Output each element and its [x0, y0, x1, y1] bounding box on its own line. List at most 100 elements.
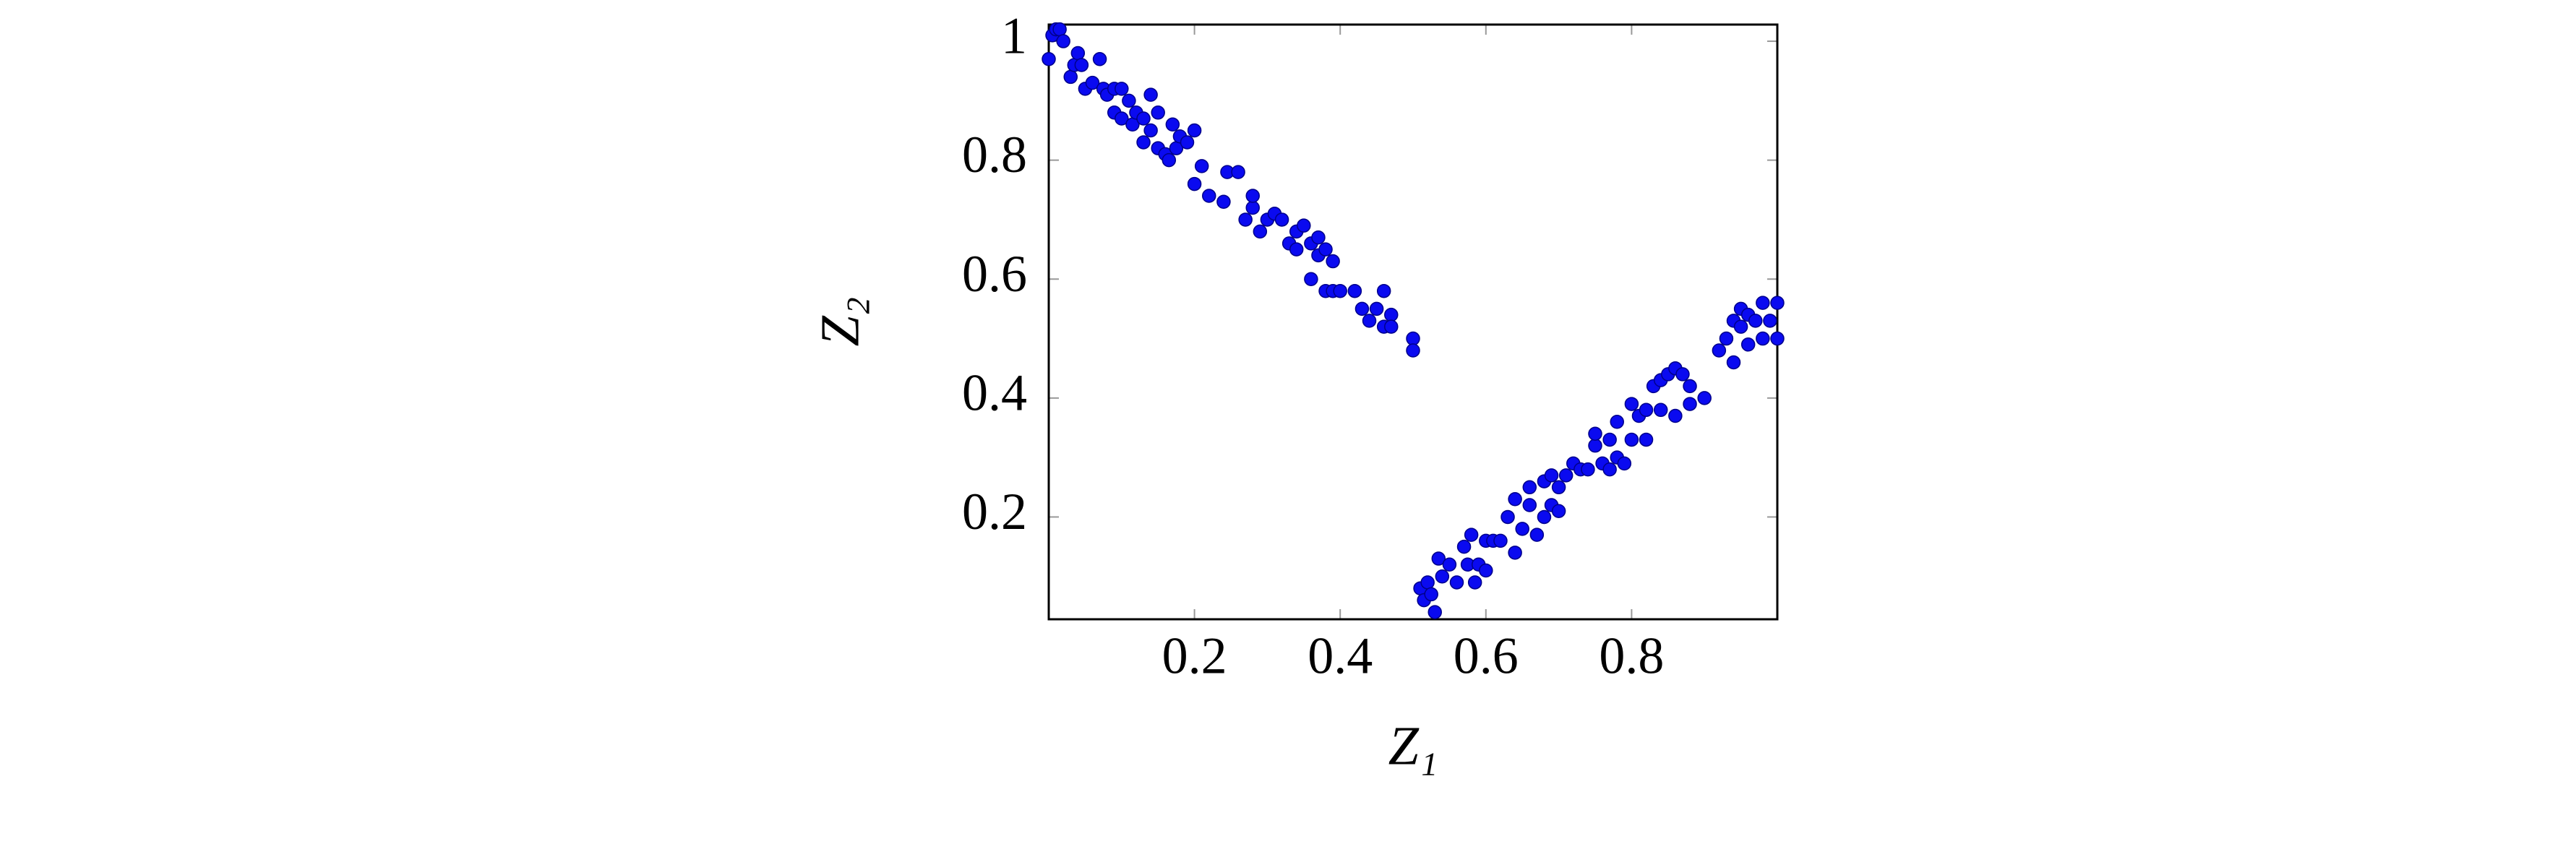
point: [1420, 575, 1435, 590]
point: [1675, 367, 1690, 382]
point: [1274, 212, 1289, 227]
point: [1617, 456, 1632, 471]
point: [1122, 93, 1136, 108]
y-tick-label: 0.6: [962, 245, 1027, 303]
point: [1639, 432, 1654, 447]
point: [1115, 111, 1129, 126]
point: [1347, 283, 1362, 298]
x-tick-label: 0.8: [1599, 627, 1664, 685]
point: [1162, 152, 1177, 168]
point: [1074, 58, 1089, 72]
point: [1092, 51, 1107, 66]
point: [1624, 397, 1639, 411]
plot-frame: [1047, 23, 1779, 621]
point: [1442, 557, 1457, 572]
point: [1770, 331, 1785, 346]
point: [1333, 283, 1347, 298]
point: [1464, 528, 1479, 542]
point: [1515, 522, 1529, 536]
point: [1712, 343, 1727, 358]
point: [1624, 432, 1639, 447]
point: [1683, 379, 1697, 394]
point: [1406, 331, 1420, 346]
y-tick-label: 0.2: [962, 483, 1027, 541]
point: [1602, 462, 1617, 477]
point: [1384, 307, 1399, 322]
point: [1508, 546, 1522, 560]
point: [1304, 272, 1318, 286]
point: [1245, 200, 1260, 215]
y-tick-label: 0.8: [962, 126, 1027, 184]
point: [1558, 468, 1573, 483]
x-axis-label: Z₁: [1388, 715, 1438, 776]
point: [1042, 51, 1056, 66]
point: [1551, 480, 1566, 495]
point: [1726, 355, 1741, 370]
y-tick-label: 0.4: [962, 363, 1027, 421]
point: [1733, 319, 1748, 334]
point: [1719, 331, 1734, 346]
point: [1493, 533, 1508, 548]
point: [1581, 462, 1595, 477]
x-tick-label: 0.2: [1162, 627, 1227, 685]
point: [1136, 135, 1151, 150]
point: [1653, 402, 1668, 418]
point: [1318, 242, 1333, 257]
point: [1143, 87, 1158, 102]
point: [1165, 117, 1180, 132]
point: [1063, 69, 1078, 85]
point: [1289, 242, 1304, 257]
point: [1384, 319, 1399, 334]
point: [1697, 391, 1712, 405]
point: [1194, 159, 1209, 173]
point: [1456, 539, 1472, 554]
point: [1602, 432, 1617, 447]
point: [1508, 492, 1522, 507]
point: [1354, 301, 1370, 316]
point: [1151, 106, 1165, 120]
point: [1544, 468, 1559, 483]
point: [1435, 569, 1450, 584]
point: [1551, 504, 1566, 518]
point: [1431, 551, 1446, 566]
point: [1187, 176, 1202, 191]
point: [1216, 194, 1231, 210]
point: [1297, 218, 1311, 233]
point: [1326, 254, 1340, 269]
point: [1362, 314, 1377, 328]
point: [1187, 123, 1202, 138]
point: [1253, 224, 1268, 239]
point: [1115, 82, 1129, 96]
point: [1763, 314, 1777, 328]
point: [1588, 426, 1602, 441]
point: [1427, 605, 1442, 619]
point: [1136, 111, 1151, 126]
point: [1311, 230, 1326, 245]
point: [1756, 296, 1770, 310]
point: [1085, 75, 1100, 90]
point: [1529, 528, 1545, 542]
point: [1467, 575, 1482, 590]
point: [1180, 135, 1195, 150]
point: [1143, 123, 1158, 138]
point: [1052, 22, 1067, 37]
point: [1588, 438, 1602, 453]
point: [1376, 283, 1391, 298]
x-tick-label: 0.4: [1308, 627, 1373, 685]
point: [1537, 509, 1552, 525]
point: [1756, 331, 1770, 346]
point: [1479, 563, 1493, 578]
x-tick-label: 0.6: [1454, 627, 1519, 685]
point: [1522, 480, 1537, 495]
point: [1056, 34, 1070, 48]
point: [1238, 212, 1253, 227]
point: [1424, 587, 1438, 602]
point: [1740, 337, 1756, 352]
point: [1369, 301, 1384, 316]
point: [1522, 498, 1537, 512]
point: [1070, 46, 1086, 61]
point: [1748, 314, 1763, 328]
point: [1610, 415, 1624, 429]
point: [1245, 189, 1260, 203]
